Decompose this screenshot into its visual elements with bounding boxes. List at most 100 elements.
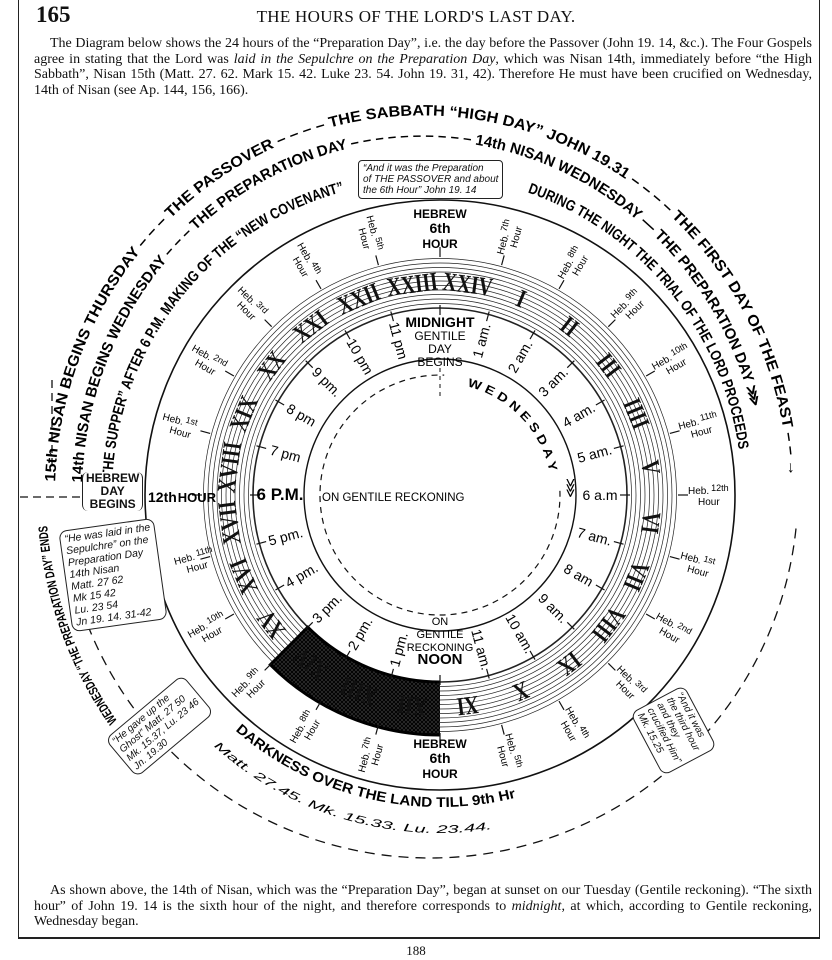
note-line: “And it was the Preparation (363, 163, 484, 174)
hebrew-hour-label: Heb.5thHour (492, 731, 525, 772)
footer-italic: midnight (511, 898, 562, 914)
heb-prefix: Heb. (679, 551, 702, 567)
midnight-label: BEGINS (417, 355, 462, 369)
hebrew-hour-tick (501, 255, 505, 266)
page-title: THE HOURS OF THE LORD'S LAST DAY. (256, 7, 576, 26)
hebrew-hour-tick (501, 724, 505, 735)
hebrew-hour-tick (200, 430, 211, 434)
gentile-hour-tick (275, 399, 285, 406)
gentile-hour-label: 9 am. (535, 590, 571, 626)
hebrew-hour-label: Heb.5thHour (353, 214, 386, 255)
roman-numeral-hour: IX (552, 646, 587, 682)
hebrew-sixth-hour-label: HOUR (422, 237, 458, 251)
hebrew-hour-label: Heb.7thHour (493, 218, 526, 259)
hebrew-hour-tick (669, 556, 680, 560)
heb-prefix: Heb. (357, 750, 373, 773)
roman-numeral-hour: XXIV (441, 267, 494, 302)
hebrew-hour-label: Heb.7thHour (354, 736, 387, 777)
hebrew-hour-tick (200, 556, 211, 560)
roman-numeral-hour: XXI (288, 304, 334, 348)
gentile-hour-label: 8 am (561, 560, 596, 589)
gentile-hour-tick (275, 584, 285, 591)
hebrew-hour-tick (607, 662, 616, 671)
intro-text: The Diagram below shows the 24 hours of … (34, 36, 812, 67)
ordinal: 12th (148, 489, 177, 505)
roman-numeral-hour: XVI (224, 554, 264, 598)
hebrew-hour-label: Heb.4thHour (285, 240, 324, 283)
gentile-hour-label: 5 pm. (267, 524, 305, 549)
noon-label: ON (432, 616, 449, 628)
gentile-hour-tick (595, 584, 605, 591)
gentile-hour-tick (486, 311, 490, 322)
feather-arrow-icon: ⋙ (562, 478, 577, 498)
hebrew-hour-label: Heb.4thHour (553, 704, 592, 747)
ordinal: 12th (711, 483, 729, 493)
gentile-hour-label: 3 pm. (309, 590, 345, 626)
hour-word: Hour (698, 497, 720, 508)
footer-paragraph: As shown above, the 14th of Nisan, which… (34, 883, 812, 930)
hebrew-hour-label: Heb. 12th Hour (688, 483, 729, 508)
heb-prefix: Heb. (161, 412, 184, 428)
gentile-hour-tick (566, 621, 575, 630)
ordinal: 9th (244, 665, 260, 681)
heb-prefix: Heb. (173, 552, 196, 568)
gentile-hour-tick (613, 541, 624, 545)
hebrew-hour-label: Heb.2ndHour (648, 609, 694, 650)
hebrew-day-line: BEGINS (89, 497, 136, 511)
hebrew-hour-tick (645, 370, 656, 377)
center-gentile-reckoning-label: ON GENTILE RECKONING (322, 492, 465, 504)
hebrew-hour-label: Heb.3rdHour (227, 283, 270, 326)
gentile-hour-label: 2 pm. (344, 614, 375, 652)
roman-numeral-hour: I (512, 284, 530, 313)
hebrew-hour-label: Heb.9thHour (228, 665, 271, 708)
hebrew-hour-tick (224, 613, 235, 620)
gentile-hour-tick (390, 311, 394, 322)
hebrew-hour-label: Heb.11thHour (172, 544, 217, 578)
hebrew-hour-tick (558, 700, 565, 711)
roman-numeral-hour: XI (455, 690, 480, 721)
ordinal: 1st (185, 415, 200, 428)
hebrew-hour-tick (645, 613, 656, 620)
appendix-number: 165 (36, 2, 71, 27)
heb-prefix: Heb. (688, 486, 709, 497)
outer-dashed-arc (64, 528, 797, 859)
hebrew-hour-label: Heb.8thHour (286, 708, 325, 751)
hebrew-day-line: HEBREW (86, 471, 140, 485)
note-line: of THE PASSOVER and about (363, 174, 499, 185)
gentile-hour-label: 6 a.m (582, 487, 617, 503)
roman-numeral-hour: III (590, 348, 626, 383)
inner-circle (303, 358, 577, 632)
gentile-hour-tick (305, 360, 314, 369)
roman-numeral-hour: XVIII (212, 440, 247, 494)
ordinal: 11th (195, 544, 214, 558)
roman-numeral-hour: IIII (617, 394, 655, 433)
hebrew-hour-label: Heb.11thHour (676, 409, 721, 443)
gentile-hour-tick (529, 650, 536, 660)
hebrew-hour-tick (558, 279, 565, 290)
gentile-hour-tick (529, 330, 536, 340)
gentile-hour-label: 7 pm (268, 442, 302, 466)
roman-numeral-hour: V (636, 458, 666, 476)
gentile-hour-tick (390, 668, 394, 679)
gentile-hour-label: 10 pm (343, 336, 376, 378)
page-frame (18, 0, 820, 939)
hour-word: Hour (245, 677, 269, 701)
gentile-hour-label: 3 am. (535, 364, 571, 400)
gentile-hour-tick (595, 399, 605, 406)
hebrew-hour-tick (264, 319, 273, 328)
gentile-hour-label: 7 am. (576, 524, 614, 549)
hebrew-hour-label: Heb.1stHour (676, 548, 717, 581)
gentile-hour-tick (486, 668, 490, 679)
hour-word: Hour (613, 679, 637, 703)
gentile-hour-tick (305, 621, 314, 630)
gentile-hour-label: 5 am. (576, 441, 614, 466)
intro-italic: laid in the Sepulchre on the Preparation… (233, 51, 496, 67)
footer-text-2: , at which, according to Gentile reckoni… (34, 898, 812, 930)
note-box-sepulchre: “He was laid in the Sepulchre” on the Prep… (58, 517, 169, 633)
ordinal: 8th (297, 708, 312, 724)
ordinal: 4th (577, 724, 592, 740)
hebrew-hour-tick (224, 370, 235, 377)
hour-word: Hour (234, 300, 258, 324)
inner-dashed-circle (319, 374, 561, 616)
hebrew-hour-tick (375, 255, 379, 266)
